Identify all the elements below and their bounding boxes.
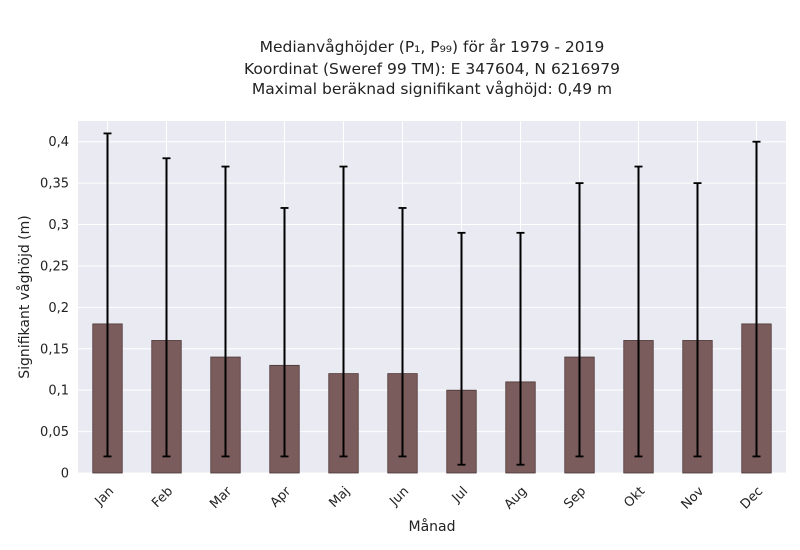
x-tick-label: Okt — [621, 484, 648, 511]
error-bars — [103, 132, 761, 466]
x-tick-label: Mar — [207, 484, 235, 512]
y-tick-label: 0 — [61, 467, 69, 482]
y-tick-label: 0,25 — [40, 259, 69, 274]
chart-title-line-1: Medianvåghöjder (P₁, P₉₉) för år 1979 - … — [260, 38, 605, 56]
x-tick-label: Dec — [738, 484, 766, 512]
x-tick-label: Apr — [268, 484, 295, 511]
x-tick-label: Aug — [502, 484, 531, 513]
y-tick-label: 0,2 — [48, 301, 69, 316]
chart-title-line-3: Maximal beräknad signifikant våghöjd: 0,… — [252, 80, 612, 98]
x-axis-ticks: Jan Feb Mar Apr Maj Jun Jul Aug Sep Okt Nov Dec — [92, 484, 766, 513]
x-tick-label: Jun — [386, 484, 412, 510]
chart-title: Medianvåghöjder (P₁, P₉₉) för år 1979 - … — [244, 38, 620, 98]
y-tick-label: 0,1 — [48, 384, 69, 399]
y-axis-label: Signifikant våghöjd (m) — [16, 215, 33, 378]
x-tick-label: Nov — [679, 484, 708, 513]
x-tick-label: Jan — [92, 484, 117, 509]
y-axis-ticks: 0 0,05 0,1 0,15 0,2 0,25 0,3 0,35 0,4 — [40, 135, 69, 481]
x-axis-label: Månad — [409, 518, 456, 535]
x-tick-label: Maj — [326, 484, 353, 511]
plot-area — [78, 121, 786, 473]
y-tick-label: 0,15 — [40, 342, 69, 357]
y-tick-label: 0,05 — [40, 425, 69, 440]
y-tick-label: 0,4 — [48, 135, 69, 150]
x-tick-label: Sep — [561, 484, 589, 512]
x-tick-label: Jul — [449, 484, 471, 506]
chart-title-line-2: Koordinat (Sweref 99 TM): E 347604, N 62… — [244, 60, 620, 78]
y-tick-label: 0,35 — [40, 177, 69, 192]
y-tick-label: 0,3 — [48, 218, 69, 233]
x-tick-label: Feb — [149, 484, 176, 511]
